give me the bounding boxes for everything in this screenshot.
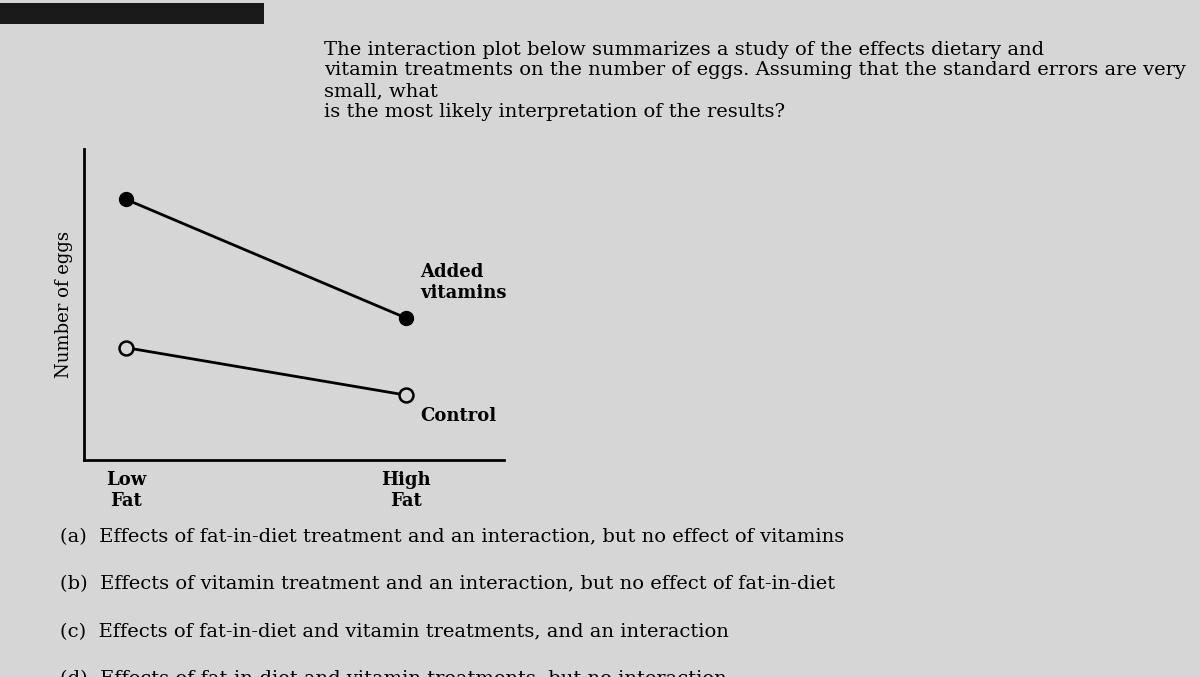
Text: (b)  Effects of vitamin treatment and an interaction, but no effect of fat-in-di: (b) Effects of vitamin treatment and an … [60,575,835,594]
Text: Control: Control [420,407,496,425]
Text: Added
vitamins: Added vitamins [420,263,506,302]
Text: (a)  Effects of fat-in-diet treatment and an interaction, but no effect of vitam: (a) Effects of fat-in-diet treatment and… [60,528,845,546]
Y-axis label: Number of eggs: Number of eggs [55,231,73,378]
Text: (d)  Effects of fat-in-diet and vitamin treatments, but no interaction: (d) Effects of fat-in-diet and vitamin t… [60,670,727,677]
Text: (c)  Effects of fat-in-diet and vitamin treatments, and an interaction: (c) Effects of fat-in-diet and vitamin t… [60,623,728,641]
Text: The interaction plot below summarizes a study of the effects dietary and
vitamin: The interaction plot below summarizes a … [324,41,1186,121]
